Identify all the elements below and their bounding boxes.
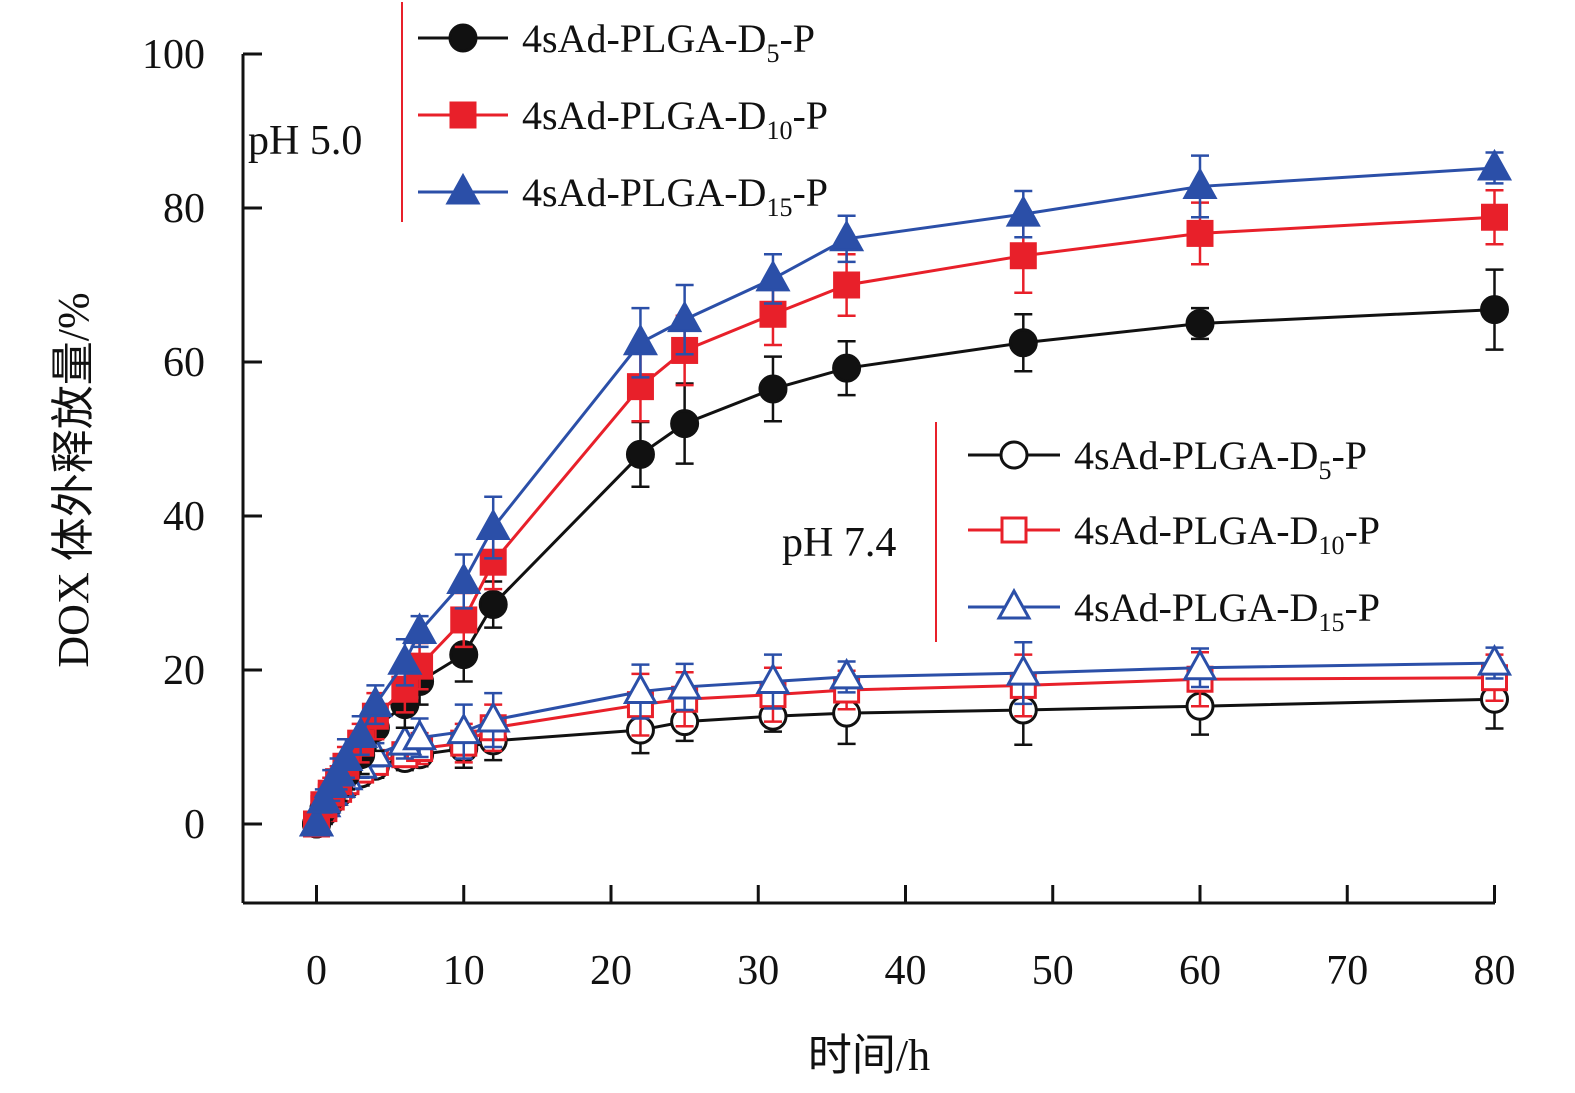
data-point [475, 508, 511, 541]
legend-item: 4sAd-PLGA-D5-P [968, 433, 1367, 485]
data-point [1182, 167, 1218, 199]
data-point [321, 754, 357, 787]
data-point [758, 374, 788, 404]
data-point [829, 657, 865, 690]
data-point [833, 271, 861, 299]
data-point [667, 300, 703, 333]
legend-marker [1000, 516, 1028, 544]
data-point [402, 718, 438, 751]
legend-item: 4sAd-PLGA-D15-P [418, 170, 828, 222]
y-tick-label: 40 [163, 494, 205, 540]
legend-marker [448, 23, 478, 53]
y-tick-label: 100 [142, 32, 205, 78]
data-point [343, 716, 379, 748]
legend-marker [445, 172, 481, 205]
data-point [475, 700, 511, 733]
data-point [402, 612, 438, 644]
x-tick-label: 30 [737, 948, 779, 994]
data-point [1481, 203, 1508, 231]
legend-ph5-title: pH 5.0 [248, 118, 362, 164]
y-axis-title: DOX 体外释放量/% [49, 292, 98, 667]
legend-label: 4sAd-PLGA-D5-P [1074, 433, 1367, 485]
data-point [306, 781, 342, 814]
plot-area [298, 148, 1513, 839]
data-point [670, 409, 700, 439]
data-point [622, 672, 658, 705]
legend-item: 4sAd-PLGA-D10-P [968, 508, 1380, 560]
data-point [446, 712, 482, 745]
data-point [1480, 295, 1509, 325]
legend-label: 4sAd-PLGA-D10-P [522, 93, 828, 145]
y-tick-label: 80 [163, 186, 205, 232]
legend-label: 4sAd-PLGA-D10-P [1074, 508, 1380, 560]
data-point [625, 439, 655, 469]
data-point [759, 300, 787, 328]
x-tick-label: 20 [590, 948, 632, 994]
data-point [1182, 648, 1218, 681]
axes [241, 54, 1495, 905]
x-tick-label: 50 [1032, 948, 1074, 994]
data-point [478, 590, 508, 620]
data-point [1008, 328, 1038, 358]
y-ticks: 0 20 40 60 80 100 [142, 32, 262, 848]
x-tick-label: 10 [443, 948, 485, 994]
data-point [328, 739, 364, 772]
legend-marker [996, 587, 1032, 620]
x-tick-label: 80 [1474, 948, 1516, 994]
legend-item: 4sAd-PLGA-D15-P [968, 585, 1380, 637]
y-tick-label: 0 [184, 802, 205, 848]
x-tick-label: 70 [1326, 948, 1368, 994]
legend-label: 4sAd-PLGA-D15-P [1074, 585, 1380, 637]
data-point [755, 662, 791, 695]
data-point [622, 323, 658, 356]
y-tick-label: 60 [163, 340, 205, 386]
data-point [450, 606, 478, 634]
legend-label: 4sAd-PLGA-D5-P [522, 16, 815, 68]
legend-ph7: pH 7.4 4sAd-PLGA-D5-P 4sAd-PLGA-D10-P 4sAd… [782, 422, 1380, 642]
legend-marker [449, 101, 477, 129]
legend-item: 4sAd-PLGA-D5-P [418, 16, 815, 68]
data-point [298, 804, 335, 837]
legend-ph5: pH 5.0 4sAd-PLGA-D5-P 4sAd-PLGA-D10-P 4sAd… [248, 2, 828, 222]
data-point [1009, 242, 1037, 270]
x-tick-label: 60 [1179, 948, 1221, 994]
data-point [357, 685, 393, 718]
data-point [667, 667, 703, 700]
legend-label: 4sAd-PLGA-D15-P [522, 170, 828, 222]
data-point [1476, 148, 1513, 181]
y-tick-label: 20 [163, 648, 205, 694]
data-point [832, 353, 862, 383]
data-point [387, 643, 423, 675]
x-ticks: 0 10 20 30 40 50 60 70 80 [306, 885, 1516, 994]
data-point [755, 259, 791, 292]
data-point [446, 562, 482, 594]
x-axis-title: 时间/h [808, 1031, 930, 1080]
data-point [1005, 195, 1041, 227]
x-tick-label: 40 [885, 948, 927, 994]
data-point [1005, 653, 1041, 686]
data-point [1185, 309, 1215, 338]
legend-marker [999, 440, 1029, 470]
x-tick-label: 0 [306, 948, 327, 994]
data-point [829, 219, 865, 252]
data-point [1186, 219, 1214, 247]
data-point [1476, 643, 1513, 676]
series-circle-open [302, 668, 1509, 839]
legend-item: 4sAd-PLGA-D10-P [418, 93, 828, 145]
legend-ph7-title: pH 7.4 [782, 520, 896, 566]
series-triangle-filled [298, 148, 1513, 837]
